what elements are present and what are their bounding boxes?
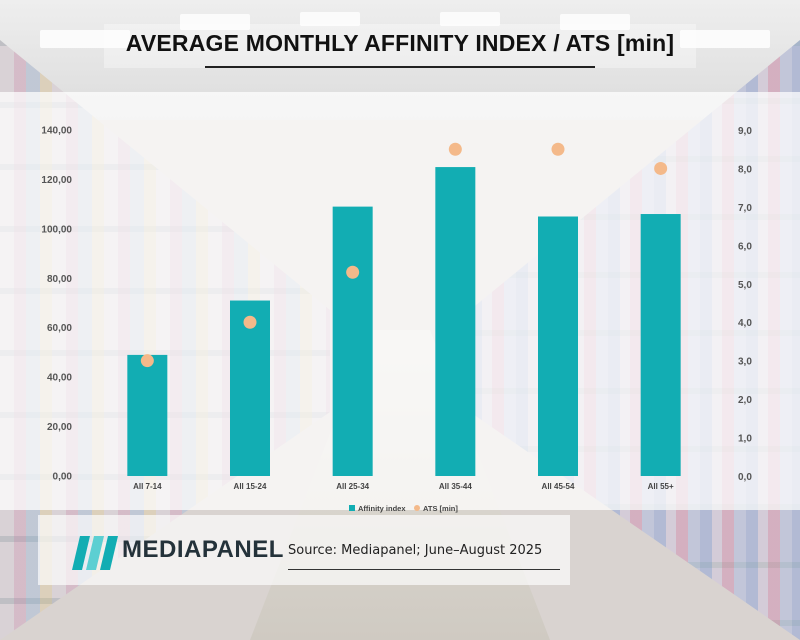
affinity-bar [127,354,168,476]
y-left-tick-label: 80,00 [47,274,72,285]
ats-point [654,161,668,175]
x-tick-label: All 15-24 [234,482,267,491]
y-right-tick-label: 9,0 [738,126,752,137]
title-underline [205,66,595,68]
x-tick-label: All 55+ [648,482,674,491]
affinity-bar [230,300,270,476]
y-right-tick-label: 5,0 [738,280,752,291]
ats-point [551,142,565,156]
x-tick-label: All 35-44 [439,482,472,491]
legend-label-ats: ATS [min] [423,504,458,513]
source-note: Source: Mediapanel; June–August 2025 [288,543,543,558]
ats-point [346,265,360,279]
y-right-tick-label: 1,0 [738,434,752,445]
y-right-tick-label: 6,0 [738,241,752,252]
x-tick-label: All 7-14 [133,482,162,491]
ats-point [448,142,462,156]
affinity-bar [332,206,373,476]
y-right-tick-label: 8,0 [738,164,752,175]
y-right-tick-label: 3,0 [738,357,752,368]
y-left-tick-label: 40,00 [47,373,72,384]
ats-point [140,354,154,368]
source-underline [288,569,560,570]
y-left-tick-label: 140,00 [41,126,72,137]
ats-point [243,315,257,329]
footer-backdrop [38,515,570,585]
brand-name: MEDIAPANEL [122,536,284,563]
affinity-bar [435,167,476,477]
y-right-tick-label: 7,0 [738,203,752,214]
x-tick-label: All 45-54 [542,482,575,491]
x-tick-label: All 25-34 [336,482,369,491]
legend-swatch-affinity [349,505,355,511]
title-backdrop [104,24,696,68]
y-left-tick-label: 0,00 [53,472,73,483]
affinity-bar [640,214,681,476]
y-left-tick-label: 20,00 [47,422,72,433]
y-right-tick-label: 2,0 [738,395,752,406]
y-left-tick-label: 100,00 [41,224,72,235]
legend-swatch-ats [414,505,420,511]
y-left-tick-label: 120,00 [41,175,72,186]
affinity-bar [538,216,578,476]
y-right-tick-label: 4,0 [738,318,752,329]
mediapanel-logo-icon [72,536,118,570]
y-left-tick-label: 60,00 [47,323,72,334]
legend-label-affinity: Affinity index [358,504,406,513]
chart-title: AVERAGE MONTHLY AFFINITY INDEX / ATS [mi… [125,30,675,56]
y-right-tick-label: 0,0 [738,472,752,483]
